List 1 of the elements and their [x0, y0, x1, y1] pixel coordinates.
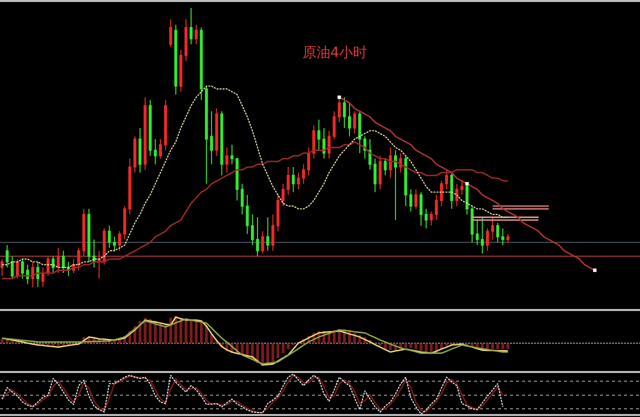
text: 原油4小时 [302, 44, 368, 61]
